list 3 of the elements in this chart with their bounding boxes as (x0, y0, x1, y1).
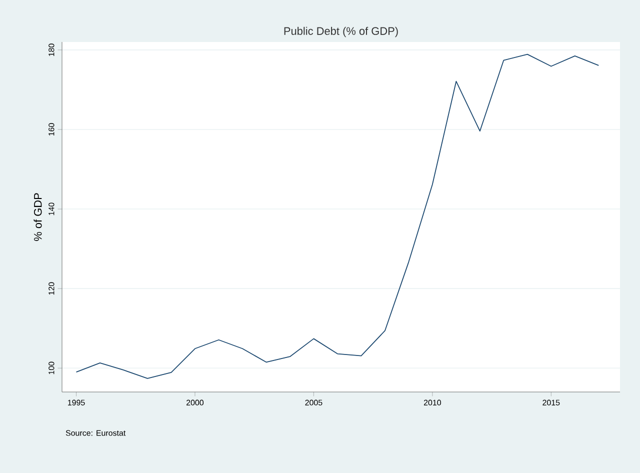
line-series (76, 54, 600, 379)
chart-title: Public Debt (% of GDP) (284, 26, 398, 38)
y-axis-title: % of GDP (34, 193, 42, 241)
